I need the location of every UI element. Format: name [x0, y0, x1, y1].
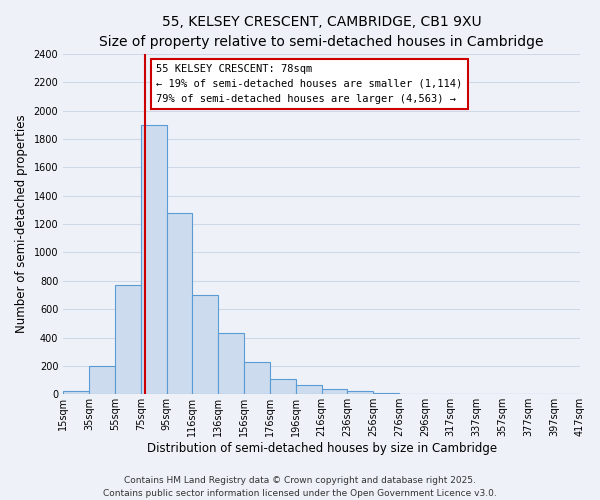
Y-axis label: Number of semi-detached properties: Number of semi-detached properties	[15, 115, 28, 334]
Text: Contains HM Land Registry data © Crown copyright and database right 2025.
Contai: Contains HM Land Registry data © Crown c…	[103, 476, 497, 498]
Bar	[218, 332, 244, 394]
Bar	[373, 393, 399, 394]
Bar	[193, 295, 218, 394]
Bar	[347, 392, 373, 394]
Bar	[296, 385, 322, 394]
Text: 55 KELSEY CRESCENT: 78sqm
← 19% of semi-detached houses are smaller (1,114)
79% : 55 KELSEY CRESCENT: 78sqm ← 19% of semi-…	[156, 64, 463, 104]
Title: 55, KELSEY CRESCENT, CAMBRIDGE, CB1 9XU
Size of property relative to semi-detach: 55, KELSEY CRESCENT, CAMBRIDGE, CB1 9XU …	[100, 15, 544, 48]
Bar	[115, 285, 140, 395]
Bar	[63, 390, 89, 394]
X-axis label: Distribution of semi-detached houses by size in Cambridge: Distribution of semi-detached houses by …	[146, 442, 497, 455]
Bar	[140, 125, 167, 394]
Bar	[167, 212, 193, 394]
Bar	[322, 390, 347, 394]
Bar	[244, 362, 270, 394]
Bar	[270, 378, 296, 394]
Bar	[89, 366, 115, 394]
